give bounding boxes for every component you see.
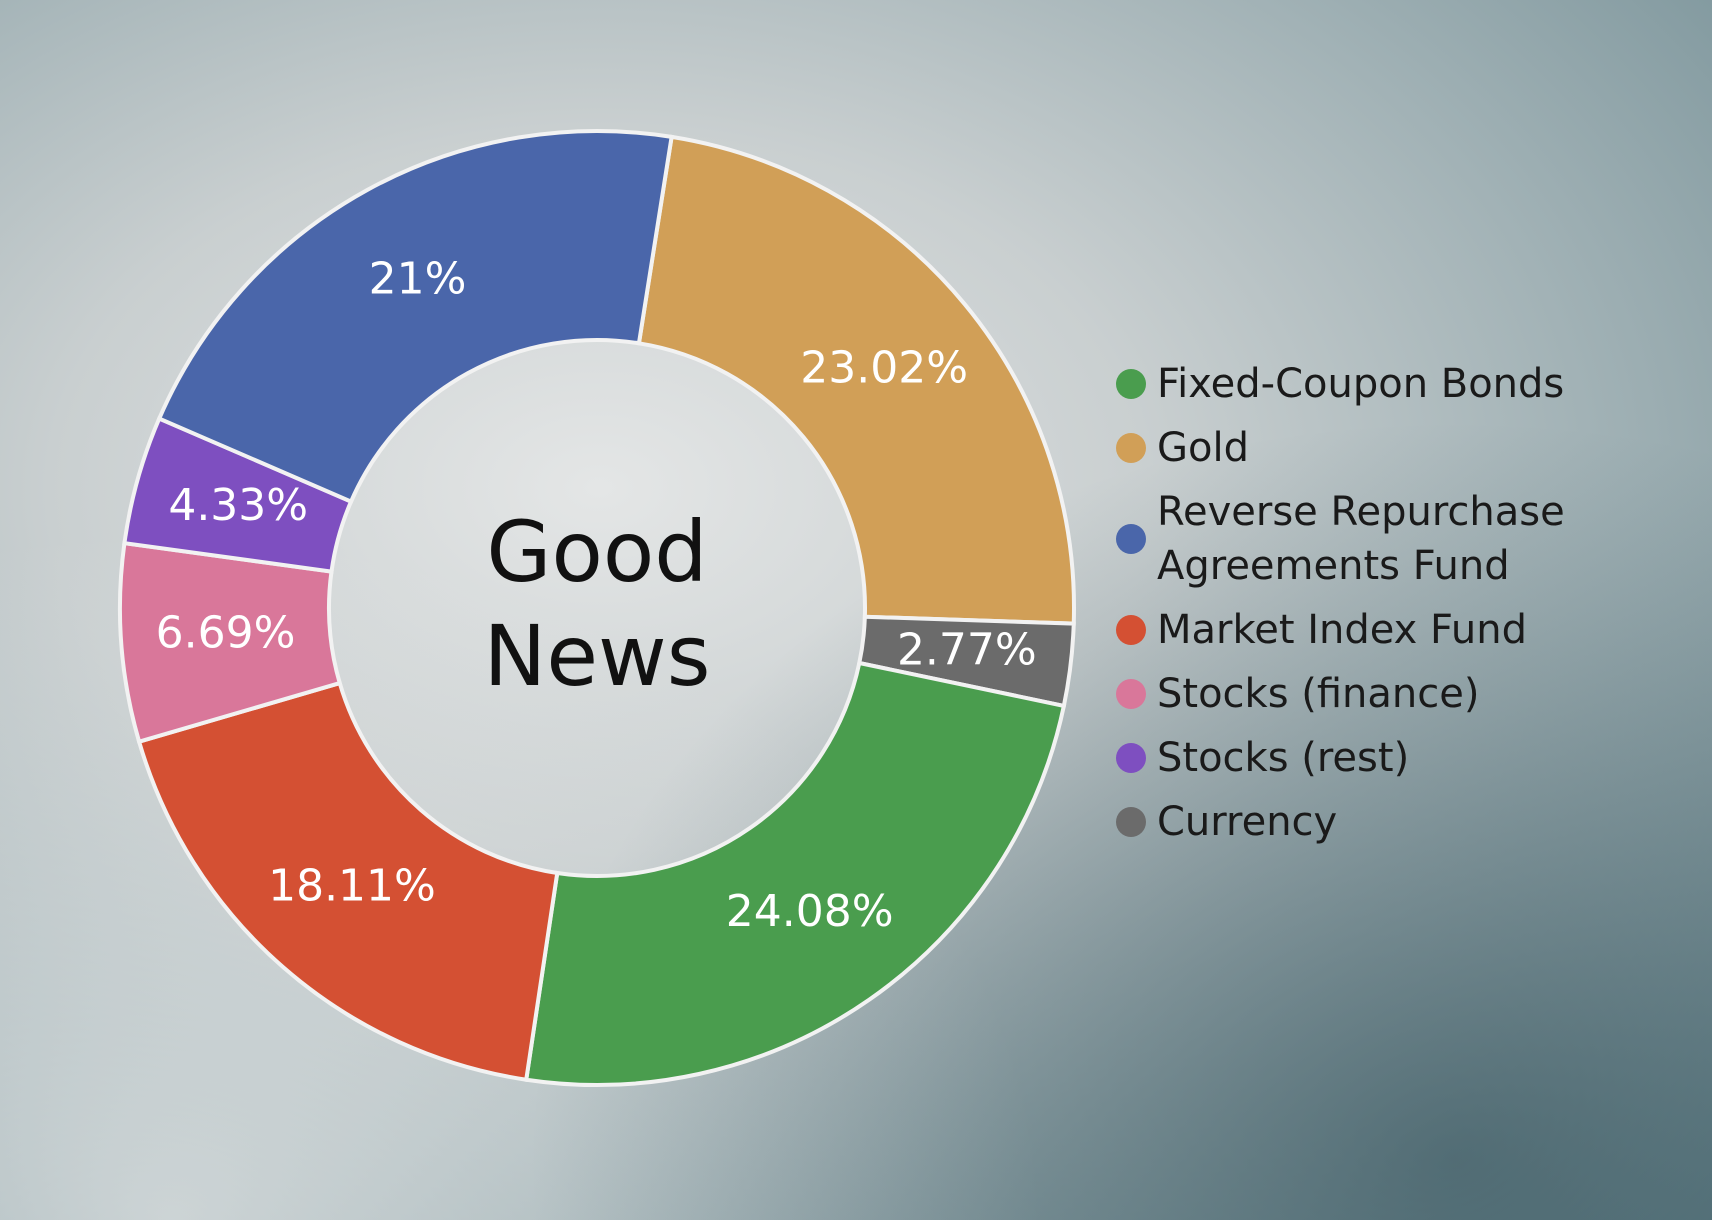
legend-label: Stocks (finance) (1157, 671, 1480, 717)
legend-marker (1116, 679, 1146, 709)
legend-item: Market Index Fund (1116, 603, 1586, 657)
legend-marker (1116, 433, 1146, 463)
value-label: 4.33% (168, 480, 308, 531)
value-label: 2.77% (897, 624, 1037, 675)
value-label: 21% (369, 254, 467, 305)
legend-label: Market Index Fund (1157, 607, 1527, 653)
center-label: Good News (483, 503, 711, 705)
legend-label: Currency (1157, 799, 1338, 845)
value-label: 18.11% (268, 861, 436, 912)
legend-item: Currency (1116, 795, 1586, 849)
legend-marker (1116, 524, 1146, 554)
slice (636, 134, 1076, 626)
legend: Gold Currency Fixed-Coupon Bonds Market Ind… (1116, 357, 1586, 859)
value-label: 6.69% (156, 607, 296, 658)
legend-marker (1116, 615, 1146, 645)
legend-item: Reverse Repurchase Agreements Fund (1116, 485, 1586, 593)
legend-label: Reverse Repurchase Agreements Fund (1157, 489, 1565, 589)
legend-marker (1116, 807, 1146, 837)
legend-label: Stocks (rest) (1157, 735, 1410, 781)
value-label: 23.02% (800, 343, 968, 394)
legend-label: Gold (1157, 425, 1249, 471)
slice (136, 680, 560, 1082)
value-label: 24.08% (726, 886, 894, 937)
slice (523, 660, 1067, 1087)
legend-marker (1116, 369, 1146, 399)
legend-item: Stocks (rest) (1116, 731, 1586, 785)
legend-label: Fixed-Coupon Bonds (1157, 361, 1565, 407)
legend-item: Gold (1116, 421, 1586, 475)
slice (156, 129, 674, 505)
legend-item: Fixed-Coupon Bonds (1116, 357, 1586, 411)
legend-marker (1116, 743, 1146, 773)
legend-item: Stocks (finance) (1116, 667, 1586, 721)
